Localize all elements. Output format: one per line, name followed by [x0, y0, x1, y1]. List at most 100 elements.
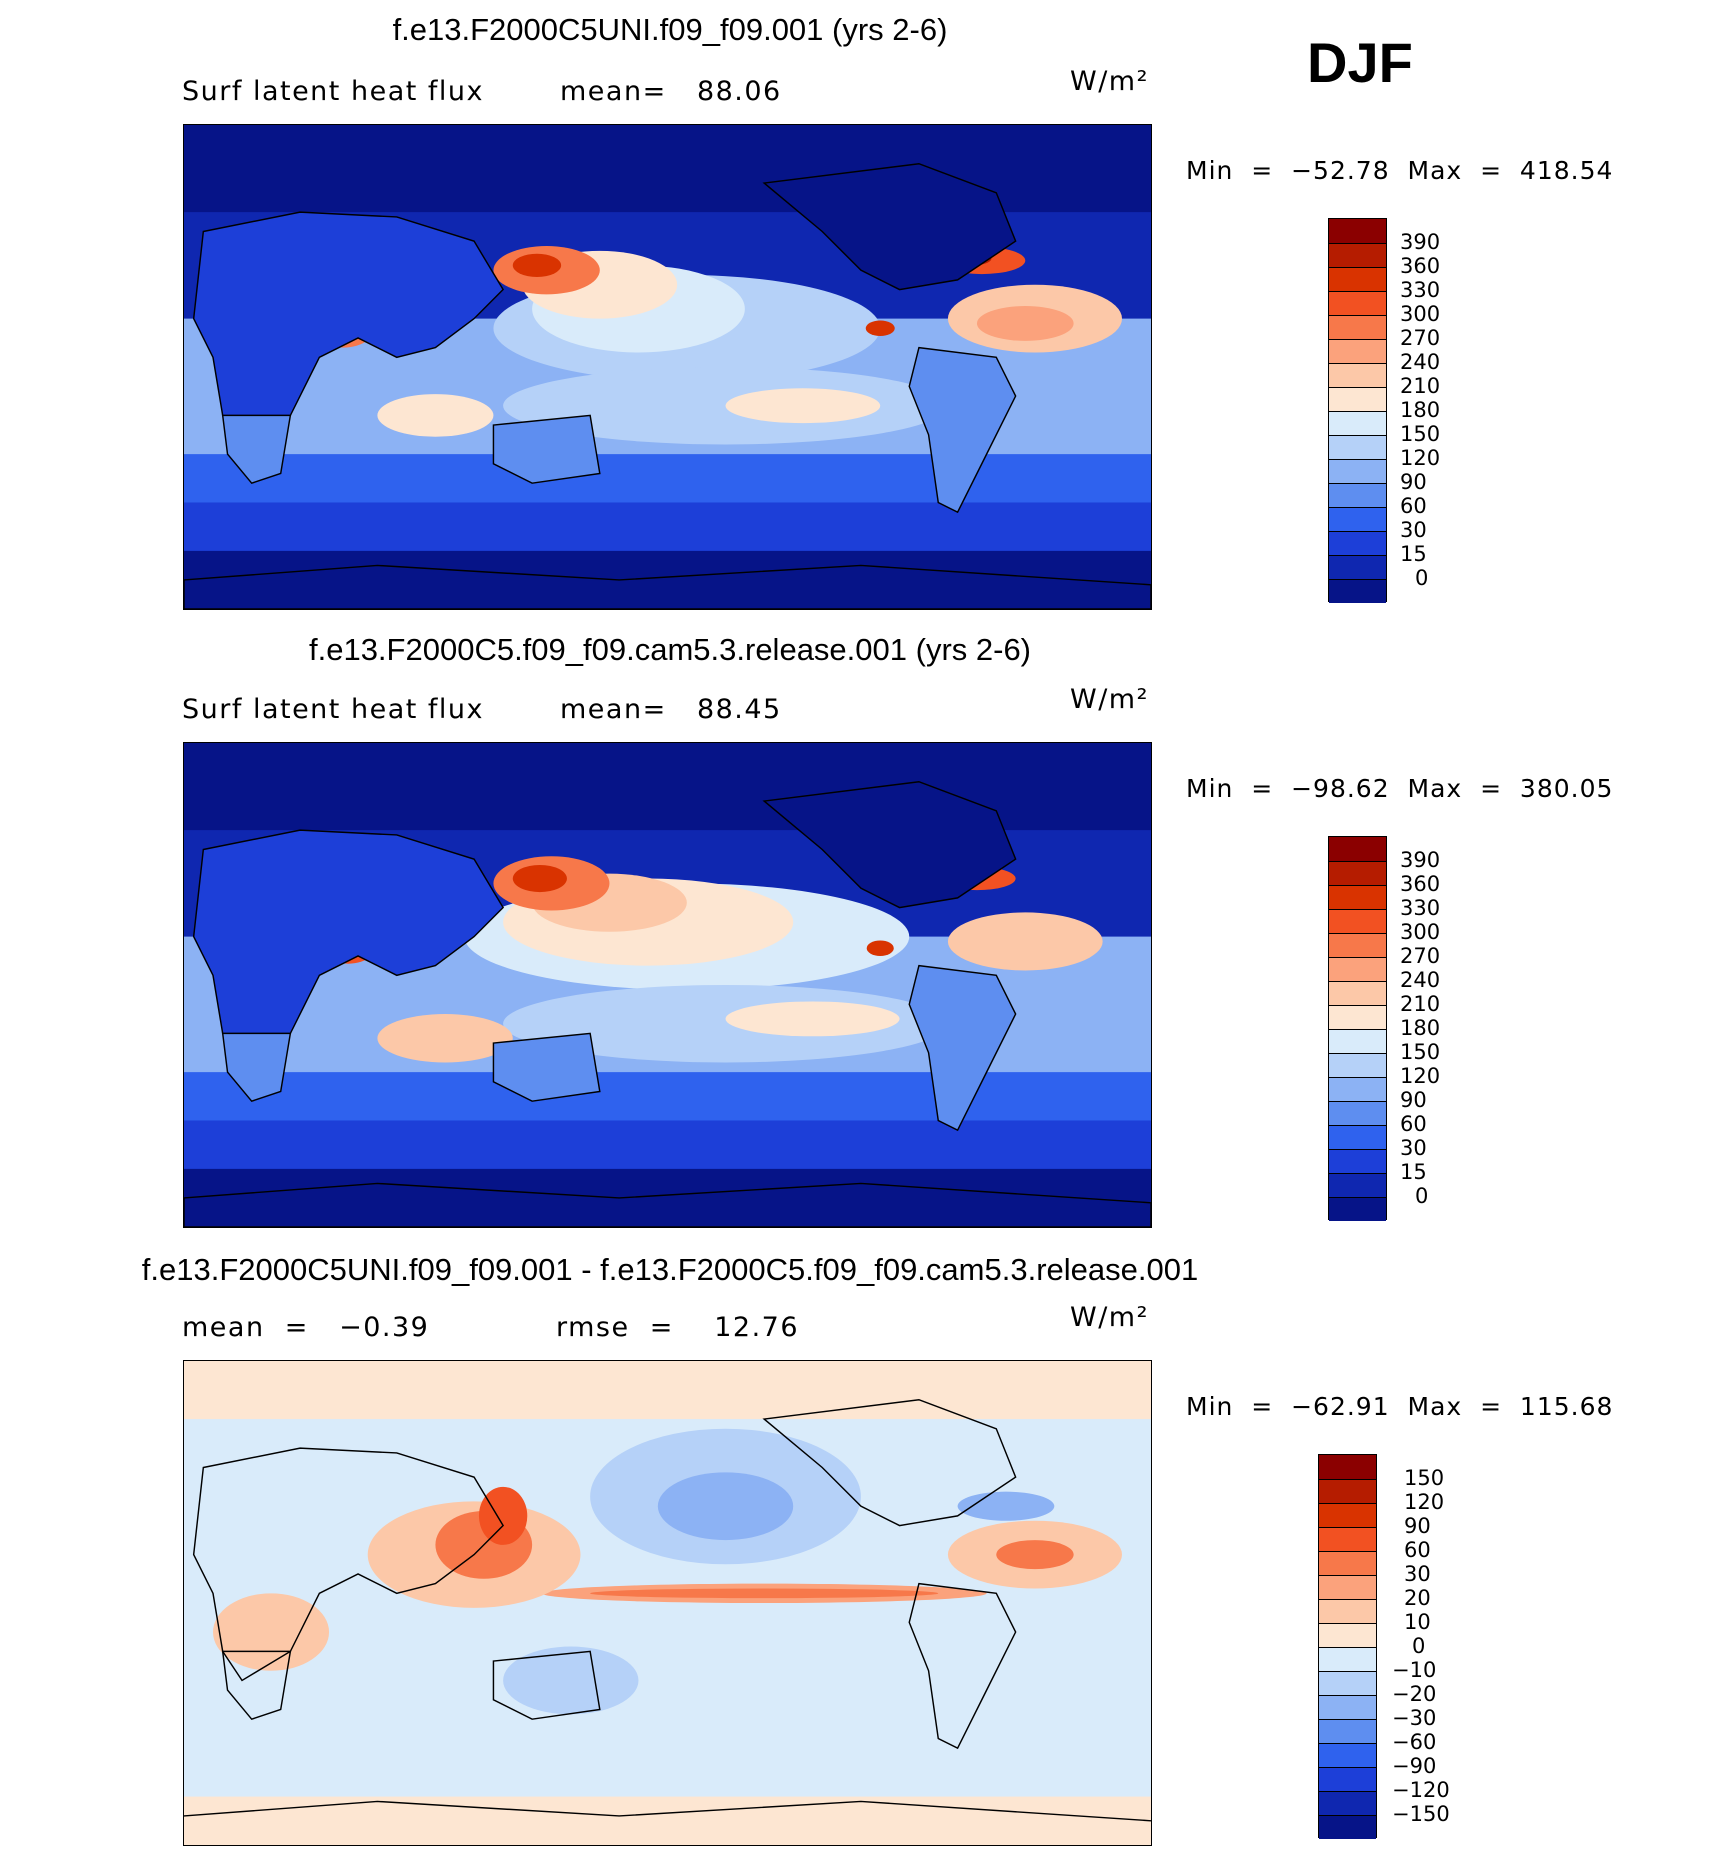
panel-1-colorbar-label: 120: [1400, 446, 1441, 470]
panel-1-title: f.e13.F2000C5UNI.f09_f09.001 (yrs 2-6): [392, 12, 948, 47]
panel-3-rmse: rmse = 12.76: [556, 1312, 800, 1343]
panel-1-colorbar-band: [1329, 363, 1386, 387]
panel-2-colorbar-band: [1329, 861, 1386, 885]
panel-3-colorbar-label: −90: [1392, 1754, 1437, 1778]
panel-3-map: [183, 1360, 1152, 1846]
panel-3-colorbar-band: [1319, 1599, 1376, 1623]
panel-3-title: f.e13.F2000C5UNI.f09_f09.001 - f.e13.F20…: [141, 1252, 1199, 1287]
panel-1-colorbar-label: 30: [1400, 518, 1427, 542]
panel-2-colorbar-label: 15: [1400, 1160, 1427, 1184]
panel-1-colorbar-label: 330: [1400, 278, 1441, 302]
panel-3-colorbar-band: [1319, 1455, 1376, 1479]
panel-3-colorbar-label: 20: [1404, 1586, 1431, 1610]
panel-2-title: f.e13.F2000C5.f09_f09.cam5.3.release.001…: [308, 632, 1032, 667]
panel-3-colorbar-label: −10: [1392, 1658, 1437, 1682]
panel-2-colorbar-band: [1329, 885, 1386, 909]
panel-3-colorbar-band: [1319, 1815, 1376, 1839]
panel-1-mean: mean= 88.06: [560, 76, 782, 107]
panel-2-map: [183, 742, 1152, 1228]
panel-3-colorbar-band: [1319, 1647, 1376, 1671]
panel-2-colorbar-band: [1329, 1149, 1386, 1173]
panel-1-colorbar-label: 0: [1415, 566, 1429, 590]
panel-2-colorbar: [1328, 836, 1387, 1221]
panel-2-colorbar-band: [1329, 1125, 1386, 1149]
panel-2-colorbar-label: 300: [1400, 920, 1441, 944]
panel-3-colorbar-label: −150: [1392, 1802, 1450, 1826]
panel-2-map-canvas: [184, 743, 1151, 1227]
panel-1-colorbar-band: [1329, 267, 1386, 291]
panel-2-colorbar-band: [1329, 1005, 1386, 1029]
panel-1-colorbar-band: [1329, 339, 1386, 363]
panel-1-colorbar-label: 90: [1400, 470, 1427, 494]
panel-2-colorbar-label: 90: [1400, 1088, 1427, 1112]
panel-2-colorbar-label: 0: [1415, 1184, 1429, 1208]
panel-3-colorbar-label: −60: [1392, 1730, 1437, 1754]
panel-1-colorbar-label: 300: [1400, 302, 1441, 326]
panel-1-units: W/m²: [1070, 66, 1149, 97]
panel-3-mean: mean = −0.39: [182, 1312, 430, 1343]
panel-2-colorbar-band: [1329, 1077, 1386, 1101]
panel-1-variable-label: Surf latent heat flux: [182, 76, 485, 107]
panel-1-minmax: Min = −52.78 Max = 418.54: [1186, 156, 1614, 185]
panel-2-colorbar-label: 390: [1400, 848, 1441, 872]
panel-1-colorbar-band: [1329, 459, 1386, 483]
panel-2-colorbar-label: 210: [1400, 992, 1441, 1016]
panel-3-colorbar-band: [1319, 1551, 1376, 1575]
panel-3-colorbar-label: 10: [1404, 1610, 1431, 1634]
panel-2-variable-label: Surf latent heat flux: [182, 694, 485, 725]
panel-2-colorbar-band: [1329, 933, 1386, 957]
panel-2-colorbar-label: 30: [1400, 1136, 1427, 1160]
panel-2-colorbar-band: [1329, 1173, 1386, 1197]
panel-3-units: W/m²: [1070, 1302, 1149, 1333]
panel-3-colorbar-band: [1319, 1791, 1376, 1815]
panel-3-colorbar: [1318, 1454, 1377, 1839]
panel-2-colorbar-label: 360: [1400, 872, 1441, 896]
panel-1-colorbar-band: [1329, 219, 1386, 243]
panel-2-minmax: Min = −98.62 Max = 380.05: [1186, 774, 1614, 803]
panel-1-colorbar: [1328, 218, 1387, 603]
panel-1-colorbar-label: 210: [1400, 374, 1441, 398]
panel-1-colorbar-label: 360: [1400, 254, 1441, 278]
panel-2-mean: mean= 88.45: [560, 694, 782, 725]
panel-3-colorbar-band: [1319, 1503, 1376, 1527]
panel-1-colorbar-band: [1329, 579, 1386, 603]
panel-1-colorbar-band: [1329, 555, 1386, 579]
panel-3-map-canvas: [184, 1361, 1151, 1845]
panel-2-colorbar-band: [1329, 1197, 1386, 1221]
panel-2-colorbar-label: 60: [1400, 1112, 1427, 1136]
panel-2-colorbar-band: [1329, 1053, 1386, 1077]
panel-1-colorbar-label: 240: [1400, 350, 1441, 374]
panel-1-colorbar-band: [1329, 387, 1386, 411]
panel-3-colorbar-band: [1319, 1743, 1376, 1767]
panel-3-colorbar-label: 30: [1404, 1562, 1431, 1586]
panel-2-colorbar-band: [1329, 981, 1386, 1005]
panel-1-colorbar-band: [1329, 243, 1386, 267]
panel-1-colorbar-band: [1329, 531, 1386, 555]
panel-2-units: W/m²: [1070, 684, 1149, 715]
panel-1-colorbar-label: 150: [1400, 422, 1441, 446]
panel-3-colorbar-label: 60: [1404, 1538, 1431, 1562]
panel-1-colorbar-label: 390: [1400, 230, 1441, 254]
panel-3-colorbar-label: 150: [1404, 1466, 1445, 1490]
panel-2-colorbar-band: [1329, 1101, 1386, 1125]
panel-1-colorbar-band: [1329, 435, 1386, 459]
panel-3-colorbar-label: 90: [1404, 1514, 1431, 1538]
panel-2-colorbar-label: 330: [1400, 896, 1441, 920]
panel-2-colorbar-label: 240: [1400, 968, 1441, 992]
season-label: DJF: [1307, 31, 1413, 94]
panel-2-colorbar-label: 270: [1400, 944, 1441, 968]
panel-3-minmax: Min = −62.91 Max = 115.68: [1186, 1392, 1614, 1421]
panel-2-colorbar-band: [1329, 1029, 1386, 1053]
panel-1-colorbar-label: 60: [1400, 494, 1427, 518]
panel-3-colorbar-band: [1319, 1527, 1376, 1551]
panel-3-colorbar-band: [1319, 1719, 1376, 1743]
panel-3-colorbar-label: −20: [1392, 1682, 1437, 1706]
panel-3-colorbar-band: [1319, 1695, 1376, 1719]
panel-3-colorbar-label: 0: [1412, 1634, 1426, 1658]
panel-1-map-canvas: [184, 125, 1151, 609]
panel-2-colorbar-label: 120: [1400, 1064, 1441, 1088]
panel-3-colorbar-label: 120: [1404, 1490, 1445, 1514]
panel-2-colorbar-band: [1329, 957, 1386, 981]
panel-3-colorbar-label: −30: [1392, 1706, 1437, 1730]
panel-2-colorbar-label: 180: [1400, 1016, 1441, 1040]
